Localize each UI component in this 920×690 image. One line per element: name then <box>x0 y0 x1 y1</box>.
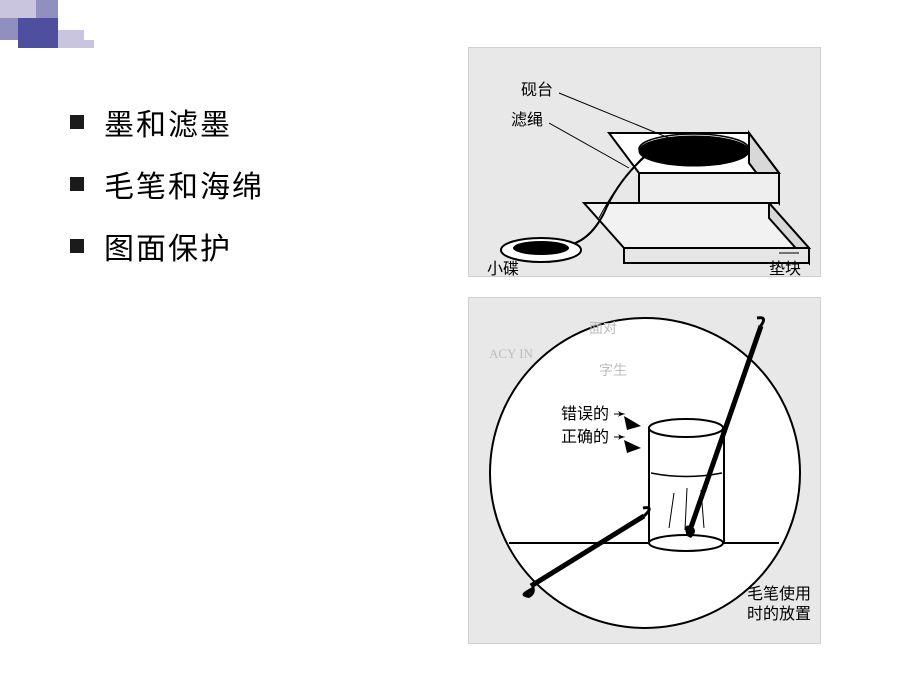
faint-bg-text: 字生 <box>599 360 627 380</box>
bullet-text: 图面保护 <box>104 224 232 268</box>
caption-line2: 时的放置 <box>747 600 811 624</box>
list-item: 毛笔和海绵 <box>70 162 430 206</box>
label-xiaodie: 小碟 <box>487 255 519 279</box>
faint-bg-text: 面对 <box>589 318 617 338</box>
bullet-square-icon <box>70 239 84 253</box>
label-lvsheng: 滤绳 <box>511 106 543 130</box>
list-item: 墨和滤墨 <box>70 100 430 144</box>
bullet-list: 墨和滤墨 毛笔和海绵 图面保护 <box>70 100 430 286</box>
bullet-text: 毛笔和海绵 <box>104 162 264 206</box>
bullet-square-icon <box>70 177 84 191</box>
corner-block <box>0 0 36 18</box>
corner-block <box>58 30 84 48</box>
corner-block <box>36 0 58 18</box>
figure-brush-placement: 错误的➛ 正确的➛ 毛笔使用 时的放置 面对 ACY IN 字生 <box>468 297 821 644</box>
label-diankuai: 垫块 <box>769 255 801 279</box>
faint-bg-text: ACY IN <box>489 346 533 362</box>
list-item: 图面保护 <box>70 224 430 268</box>
corner-decoration <box>0 0 140 50</box>
label-correct: 正确的➛ <box>561 423 626 447</box>
corner-block <box>0 18 18 40</box>
corner-block <box>84 40 94 48</box>
label-yantai: 砚台 <box>521 76 553 100</box>
bullet-text: 墨和滤墨 <box>104 100 232 144</box>
bullet-square-icon <box>70 115 84 129</box>
corner-block <box>18 18 58 48</box>
figure-inkstone: 砚台 滤绳 小碟 垫块 补工的部时具工 <box>468 47 821 277</box>
label-wrong: 错误的➛ <box>561 400 626 424</box>
